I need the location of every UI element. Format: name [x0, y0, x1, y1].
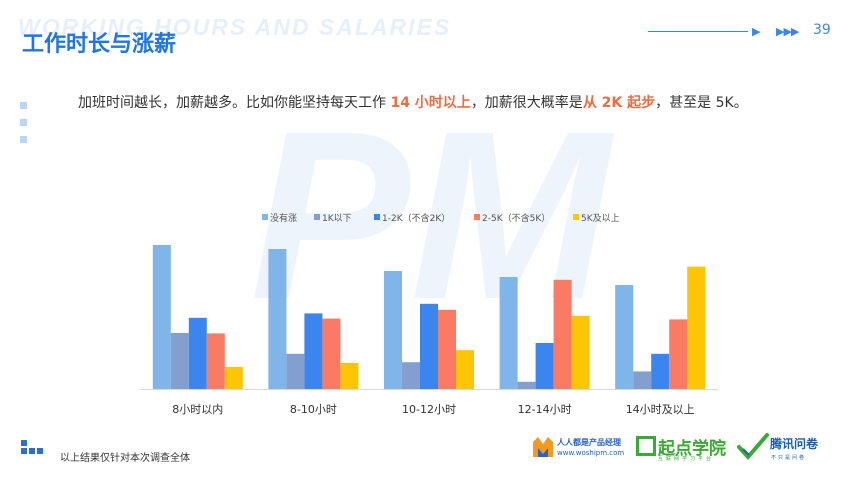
description-text: 加班时间越长，加薪越多。比如你能坚持每天工作 14 小时以上，加薪很大概率是从 …: [78, 93, 808, 114]
description-part1: 加班时间越长，加薪越多。比如你能坚持每天工作: [78, 95, 391, 111]
bar: [651, 353, 670, 389]
woshipm-logo-name: 人人都是产品经理: [557, 438, 621, 447]
description-highlight-hours: 14 小时以上: [390, 95, 471, 111]
pm-watermark: PM: [250, 81, 610, 349]
x-tick-label: 8小时以内: [172, 402, 223, 416]
x-tick-label: 10-12小时: [402, 403, 456, 416]
bar: [535, 343, 554, 389]
triple-arrow-icon: ▶▶▶: [776, 25, 799, 38]
legend-swatch: [374, 214, 380, 220]
bar: [206, 333, 225, 389]
qidian-logo-name: 起点学院: [658, 439, 726, 459]
legend-swatch: [262, 214, 268, 220]
legend-label: 1-2K（不含2K）: [382, 212, 450, 224]
bar: [517, 381, 536, 389]
legend-item: 1-2K（不含2K）: [374, 212, 450, 224]
x-tick-label: 14小时及以上: [626, 403, 695, 416]
bar: [304, 313, 323, 389]
woshipm-logo-url: www.woshipm.com: [557, 449, 625, 457]
tencent-wenjuan-name: 腾讯问卷: [770, 437, 819, 451]
bar: [633, 371, 652, 389]
x-tick-label: 8-10小时: [290, 403, 337, 416]
legend-label: 5K及以上: [581, 213, 620, 224]
legend-item: 没有涨: [262, 212, 297, 224]
bar: [152, 245, 171, 389]
bar: [286, 353, 305, 389]
bar: [438, 309, 456, 389]
qidian-logo-icon: [636, 436, 656, 456]
bar: [170, 333, 189, 389]
bar: [340, 363, 359, 389]
legend-swatch: [474, 214, 480, 220]
legend-swatch: [314, 214, 320, 220]
page-title: 工作时长与涨薪: [22, 32, 177, 57]
description-part3: ，甚至是 5K。: [655, 95, 748, 111]
bullet-square-icon: [20, 102, 27, 109]
woshipm-logo-icon: [533, 437, 553, 457]
description-part2: ，加薪很大概率是: [470, 95, 583, 111]
bar: [571, 315, 590, 389]
header-rule: [648, 31, 748, 32]
bar: [687, 266, 706, 389]
legend-item: 1K以下: [314, 214, 352, 224]
page-number: 39: [813, 22, 831, 38]
arrow-right-icon: ▶: [752, 25, 761, 38]
legend-item: 2-5K（不含5K）: [474, 212, 550, 224]
bar: [669, 319, 688, 389]
header-watermark-text: WORKING HOURS AND SALARIES: [18, 14, 452, 40]
legend-label: 没有涨: [270, 212, 297, 224]
bullet-square-icon: [20, 119, 27, 126]
description-highlight-raise: 从 2K 起步: [582, 95, 656, 111]
check-mark-icon: [737, 433, 769, 461]
x-tick-label: 12-14小时: [518, 403, 572, 416]
bar: [402, 362, 420, 389]
legend-item: 5K及以上: [573, 213, 620, 224]
bar: [456, 350, 474, 389]
bar: [322, 318, 341, 389]
bar: [420, 303, 438, 389]
qidian-logo-tagline: 互联网学习平台: [658, 456, 715, 462]
bullet-square-icon: [20, 136, 27, 143]
legend-label: 1K以下: [322, 214, 352, 224]
bar: [384, 271, 402, 389]
bar: [499, 277, 518, 389]
tencent-wenjuan-tagline: 不只是问卷: [771, 455, 807, 461]
footer-note: 以上结果仅针对本次调查全体: [60, 453, 190, 464]
bar: [188, 317, 207, 389]
legend-swatch: [573, 214, 579, 220]
bar: [224, 367, 243, 389]
bar: [268, 249, 287, 389]
legend-label: 2-5K（不含5K）: [482, 212, 550, 224]
bar: [553, 279, 572, 389]
bar: [615, 285, 634, 389]
